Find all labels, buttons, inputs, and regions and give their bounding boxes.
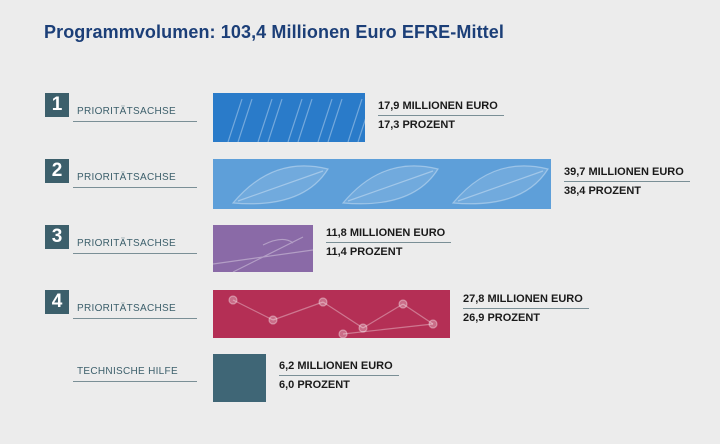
value-label: 6,2 MILLIONEN EURO <box>279 360 399 376</box>
percent-label: 11,4 PROZENT <box>326 246 403 258</box>
value-label-group: 27,8 MILLIONEN EURO 26,9 PROZENT <box>463 293 589 324</box>
value-label-group: 6,2 MILLIONEN EURO 6,0 PROZENT <box>279 360 399 391</box>
percent-label: 6,0 PROZENT <box>279 379 350 391</box>
axis-number-3: 3 <box>45 225 69 249</box>
category-label: PRIORITÄTSACHSE <box>73 238 197 254</box>
value-label: 27,8 MILLIONEN EURO <box>463 293 589 309</box>
category-label: PRIORITÄTSACHSE <box>73 106 197 122</box>
percent-label: 38,4 PROZENT <box>564 185 642 197</box>
axis-number-2: 2 <box>45 159 69 183</box>
value-label: 17,9 MILLIONEN EURO <box>378 100 504 116</box>
value-label: 11,8 MILLIONEN EURO <box>326 227 452 243</box>
category-label: PRIORITÄTSACHSE <box>73 172 197 188</box>
category-label: TECHNISCHE HILFE <box>73 366 197 382</box>
bar-1 <box>213 93 365 142</box>
bar-5 <box>213 354 266 402</box>
axis-number-1: 1 <box>45 93 69 117</box>
chart-title: Programmvolumen: 103,4 Millionen Euro EF… <box>44 22 504 42</box>
bar-2 <box>213 159 551 209</box>
value-label-group: 17,9 MILLIONEN EURO 17,3 PROZENT <box>378 100 504 131</box>
category-label: PRIORITÄTSACHSE <box>73 303 197 319</box>
value-label: 39,7 MILLIONEN EURO <box>564 166 690 182</box>
percent-label: 17,3 PROZENT <box>378 119 456 131</box>
bar-4 <box>213 290 450 338</box>
value-label-group: 11,8 MILLIONEN EURO 11,4 PROZENT <box>326 227 452 258</box>
percent-label: 26,9 PROZENT <box>463 312 541 324</box>
value-label-group: 39,7 MILLIONEN EURO 38,4 PROZENT <box>564 166 690 197</box>
bar-3 <box>213 225 313 272</box>
axis-number-4: 4 <box>45 290 69 314</box>
